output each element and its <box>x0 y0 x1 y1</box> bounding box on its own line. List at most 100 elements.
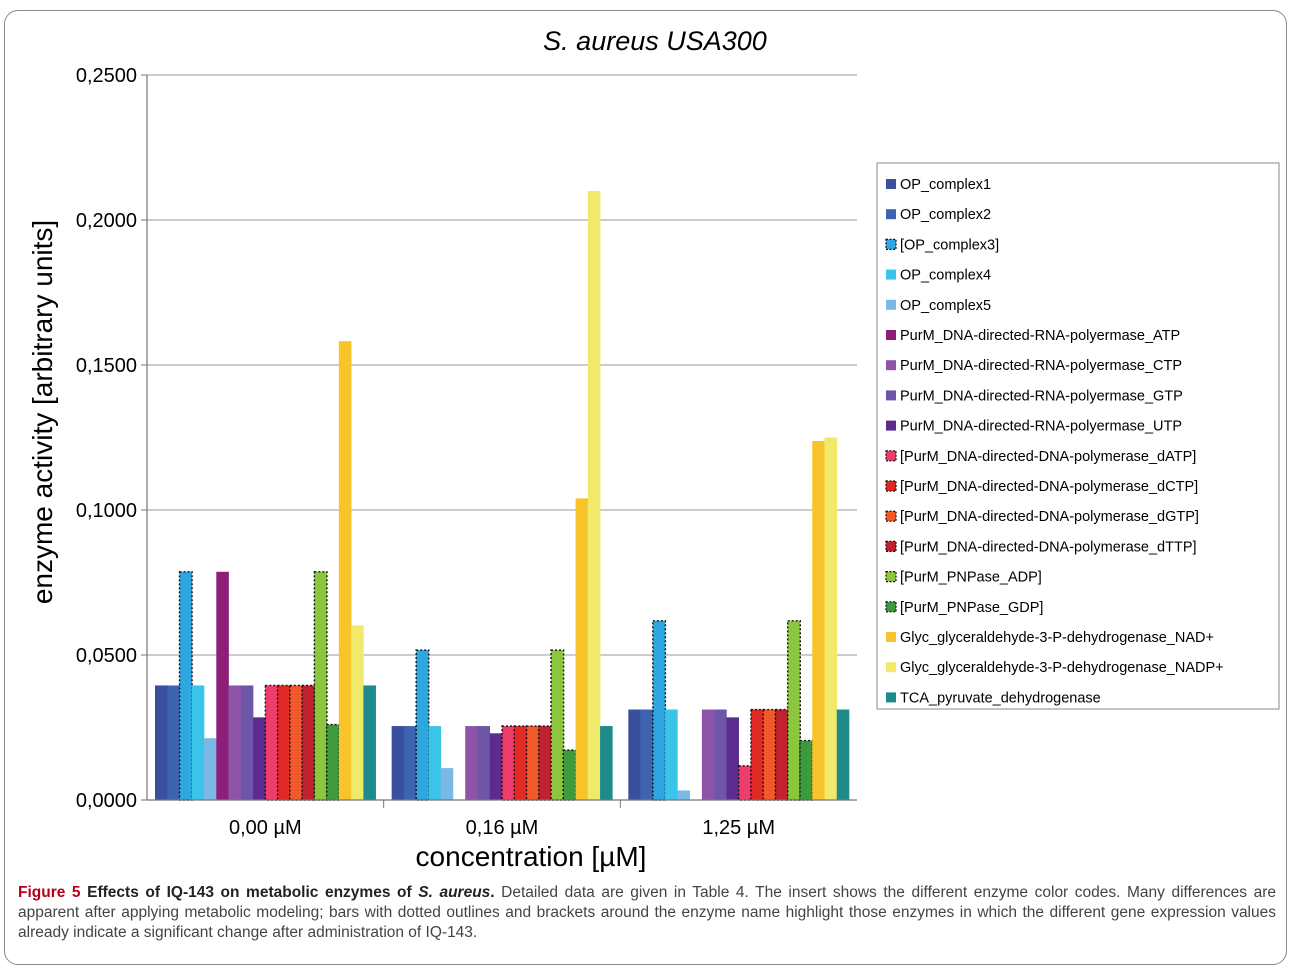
legend-swatch <box>886 330 896 340</box>
bar <box>465 726 478 800</box>
legend-entry: OP_complex5 <box>900 298 991 314</box>
legend-swatch <box>886 662 896 673</box>
legend-box <box>876 162 1280 710</box>
bar <box>525 725 540 801</box>
y-axis-label: enzyme activity [arbitrary units] <box>27 220 58 604</box>
legend-swatch <box>885 450 897 462</box>
bar <box>677 790 690 800</box>
legend-entry: Glyc_glyceraldehyde-3-P-dehydrogenase_NA… <box>900 630 1214 646</box>
bar <box>228 685 242 800</box>
legend-swatch <box>886 269 896 280</box>
legend-swatch <box>885 510 897 522</box>
bar <box>600 726 613 800</box>
legend-swatch <box>886 390 896 401</box>
y-tick-label: 0,1500 <box>76 355 137 377</box>
legend-swatch <box>886 360 896 371</box>
bar <box>750 708 765 801</box>
legend-swatch <box>885 480 897 492</box>
bar <box>440 768 454 800</box>
bar <box>550 649 565 801</box>
legend-entry: [PurM_DNA-directed-DNA-polymerase_dATP] <box>900 449 1196 465</box>
caption-title-text: Effects of IQ-143 on metabolic enzymes o… <box>87 884 419 901</box>
bar <box>325 723 340 801</box>
bar <box>301 684 316 801</box>
caption-title: Effects of IQ-143 on metabolic enzymes o… <box>87 884 494 901</box>
bar <box>178 571 193 801</box>
legend-swatch <box>886 692 896 703</box>
legend-swatch <box>886 420 896 431</box>
bar <box>489 733 503 800</box>
x-tick-label: 0,16 µM <box>466 817 539 839</box>
legend-entry: OP_complex1 <box>900 177 991 193</box>
bar <box>714 709 727 800</box>
bars <box>155 191 850 801</box>
bar <box>538 725 553 801</box>
bar <box>652 620 667 801</box>
bar <box>264 684 279 801</box>
bar <box>787 620 801 801</box>
legend-entry: [OP_complex3] <box>900 237 999 253</box>
bar <box>824 437 838 800</box>
legend-entry: [PurM_PNPase_ADP] <box>900 570 1042 586</box>
bar <box>167 685 180 800</box>
bar <box>428 726 442 800</box>
bar <box>737 765 752 801</box>
bar <box>501 725 516 801</box>
bar <box>276 684 291 801</box>
figure-frame <box>4 10 1287 965</box>
y-tick-label: 0,2000 <box>76 210 137 232</box>
bar <box>313 571 328 801</box>
y-tick-label: 0,0000 <box>76 790 137 812</box>
bar-chart: S. aureus USA300 0,0000 0,0500 0,1000 0,150… <box>27 26 1280 872</box>
legend-entry: [PurM_DNA-directed-DNA-polymerase_dCTP] <box>900 479 1198 495</box>
bar <box>762 708 777 801</box>
bar <box>799 739 814 801</box>
legend-entry: PurM_DNA-directed-RNA-polyermase_GTP <box>900 388 1183 404</box>
bar <box>216 571 229 800</box>
bar <box>391 726 405 800</box>
x-tick-labels: 0,00 µM 0,16 µM 1,25 µM <box>229 817 775 839</box>
bar <box>513 725 528 801</box>
legend-swatch <box>886 209 896 220</box>
chart-title: S. aureus USA300 <box>543 26 767 56</box>
bar <box>253 717 266 800</box>
bar <box>575 498 589 800</box>
legend-swatch <box>886 179 896 189</box>
bar <box>836 709 850 800</box>
bar <box>403 726 417 800</box>
y-tick-labels: 0,0000 0,0500 0,1000 0,1500 0,2000 0,2500 <box>76 65 137 812</box>
legend: OP_complex1 OP_complex2 [OP_complex3] OP_co… <box>876 162 1280 710</box>
legend-entry: TCA_pyruvate_dehydrogenase <box>900 690 1101 706</box>
bar <box>204 738 217 800</box>
legend-swatch <box>885 601 897 613</box>
legend-entry: OP_complex4 <box>900 268 991 284</box>
caption-title-italic: S. aureus <box>418 884 491 901</box>
bar <box>351 625 364 800</box>
bar <box>726 717 739 800</box>
legend-swatch <box>885 570 897 583</box>
bar <box>363 685 376 800</box>
y-tick-label: 0,0500 <box>76 645 137 667</box>
legend-entry: Glyc_glyceraldehyde-3-P-dehydrogenase_NA… <box>900 660 1224 676</box>
bar <box>774 708 789 801</box>
bar <box>240 685 254 800</box>
bar <box>415 649 430 801</box>
legend-entry: PurM_DNA-directed-RNA-polyermase_CTP <box>900 358 1182 374</box>
bar <box>812 440 825 800</box>
y-tick-label: 0,1000 <box>76 500 137 522</box>
legend-swatch <box>886 632 896 642</box>
bar <box>562 749 577 801</box>
figure-caption: Figure 5 Effects of IQ-143 on metabolic … <box>18 883 1276 943</box>
legend-entry: [PurM_DNA-directed-DNA-polymerase_dTTP] <box>900 539 1197 555</box>
caption-title-end: . <box>490 884 495 901</box>
bar <box>338 341 352 800</box>
legend-entry: OP_complex2 <box>900 207 991 223</box>
legend-swatch <box>885 540 897 553</box>
bar <box>640 709 654 800</box>
legend-swatch <box>885 238 897 250</box>
caption-label: Figure 5 <box>18 884 81 901</box>
bar <box>289 684 304 801</box>
legend-entry: PurM_DNA-directed-RNA-polyermase_ATP <box>900 328 1180 344</box>
legend-entry: PurM_DNA-directed-RNA-polyermase_UTP <box>900 419 1182 435</box>
legend-swatch <box>886 299 896 310</box>
